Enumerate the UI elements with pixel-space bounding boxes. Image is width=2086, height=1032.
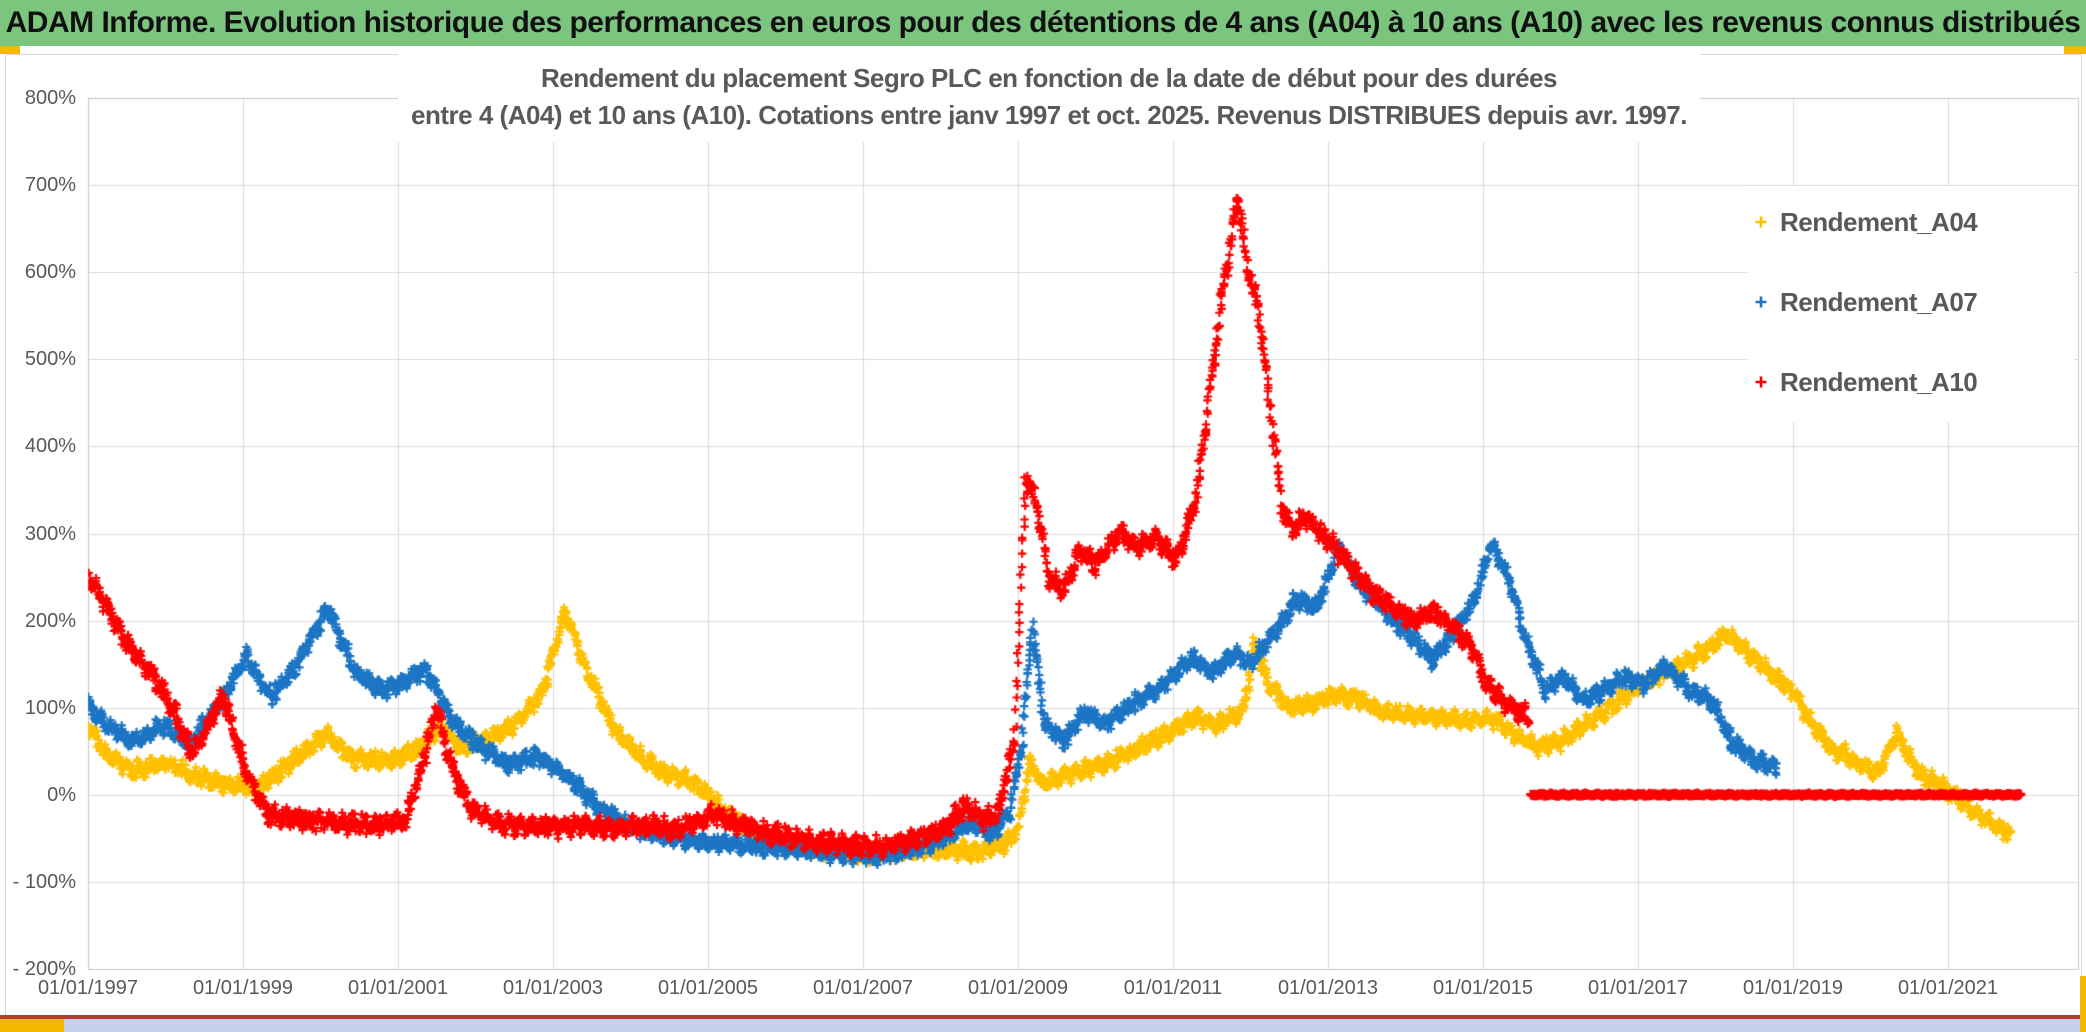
x-axis-label: 01/01/2013 xyxy=(1277,977,1379,999)
x-axis-label: 01/01/2019 xyxy=(1742,977,1844,999)
y-axis-label: - 100% xyxy=(12,870,76,893)
x-axis-label: 01/01/2021 xyxy=(1897,977,1999,999)
plus-marker-icon xyxy=(1755,376,1767,388)
bottom-accent-left xyxy=(0,1019,64,1032)
chart-title-line1: Rendement du placement Segro PLC en fonc… xyxy=(540,63,1558,93)
y-axis-label: 700% xyxy=(24,174,76,197)
x-axis-label: 01/01/1999 xyxy=(192,977,294,999)
bottom-strip xyxy=(0,1019,2086,1032)
legend-item-rendement_a04: Rendement_A04 xyxy=(1754,200,1978,244)
y-axis-label: 800% xyxy=(24,87,76,109)
y-axis-label: 200% xyxy=(24,609,76,632)
y-axis-label: 300% xyxy=(24,522,76,545)
x-axis-label: 01/01/1997 xyxy=(37,977,139,999)
x-axis-label: 01/01/2005 xyxy=(657,977,759,999)
bottom-border-line xyxy=(0,1015,2086,1019)
legend-label: Rendement_A07 xyxy=(1780,286,1978,317)
x-axis-label: 01/01/2009 xyxy=(967,977,1069,999)
legend-item-rendement_a07: Rendement_A07 xyxy=(1754,280,1978,324)
legend-label: Rendement_A10 xyxy=(1780,366,1978,397)
chart-title-line2: entre 4 (A04) et 10 ans (A10). Cotations… xyxy=(411,100,1687,130)
x-axis-label: 01/01/2007 xyxy=(812,977,914,999)
legend-item-rendement_a10: Rendement_A10 xyxy=(1754,360,1978,404)
legend-label: Rendement_A04 xyxy=(1780,206,1978,237)
x-axis-label: 01/01/2017 xyxy=(1587,977,1689,999)
y-axis-label: - 200% xyxy=(12,958,76,980)
x-axis-label: 01/01/2015 xyxy=(1432,977,1534,999)
y-axis-label: 100% xyxy=(24,696,76,719)
chart-title: Rendement du placement Segro PLC en fonc… xyxy=(398,54,1700,142)
right-edge-accent xyxy=(2080,976,2086,1032)
y-axis-label: 400% xyxy=(24,435,76,458)
x-axis-label: 01/01/2001 xyxy=(347,977,449,999)
x-axis-label: 01/01/2003 xyxy=(502,977,604,999)
x-axis-label: 01/01/2011 xyxy=(1123,977,1223,999)
legend: Rendement_A04 Rendement_A07 Rendement_A10 xyxy=(1748,186,2074,422)
plus-marker-icon xyxy=(1755,296,1767,308)
y-axis-label: 0% xyxy=(47,783,76,806)
y-axis-label: 500% xyxy=(24,348,76,371)
plus-marker-icon xyxy=(1755,216,1767,228)
y-axis-label: 600% xyxy=(24,261,76,284)
